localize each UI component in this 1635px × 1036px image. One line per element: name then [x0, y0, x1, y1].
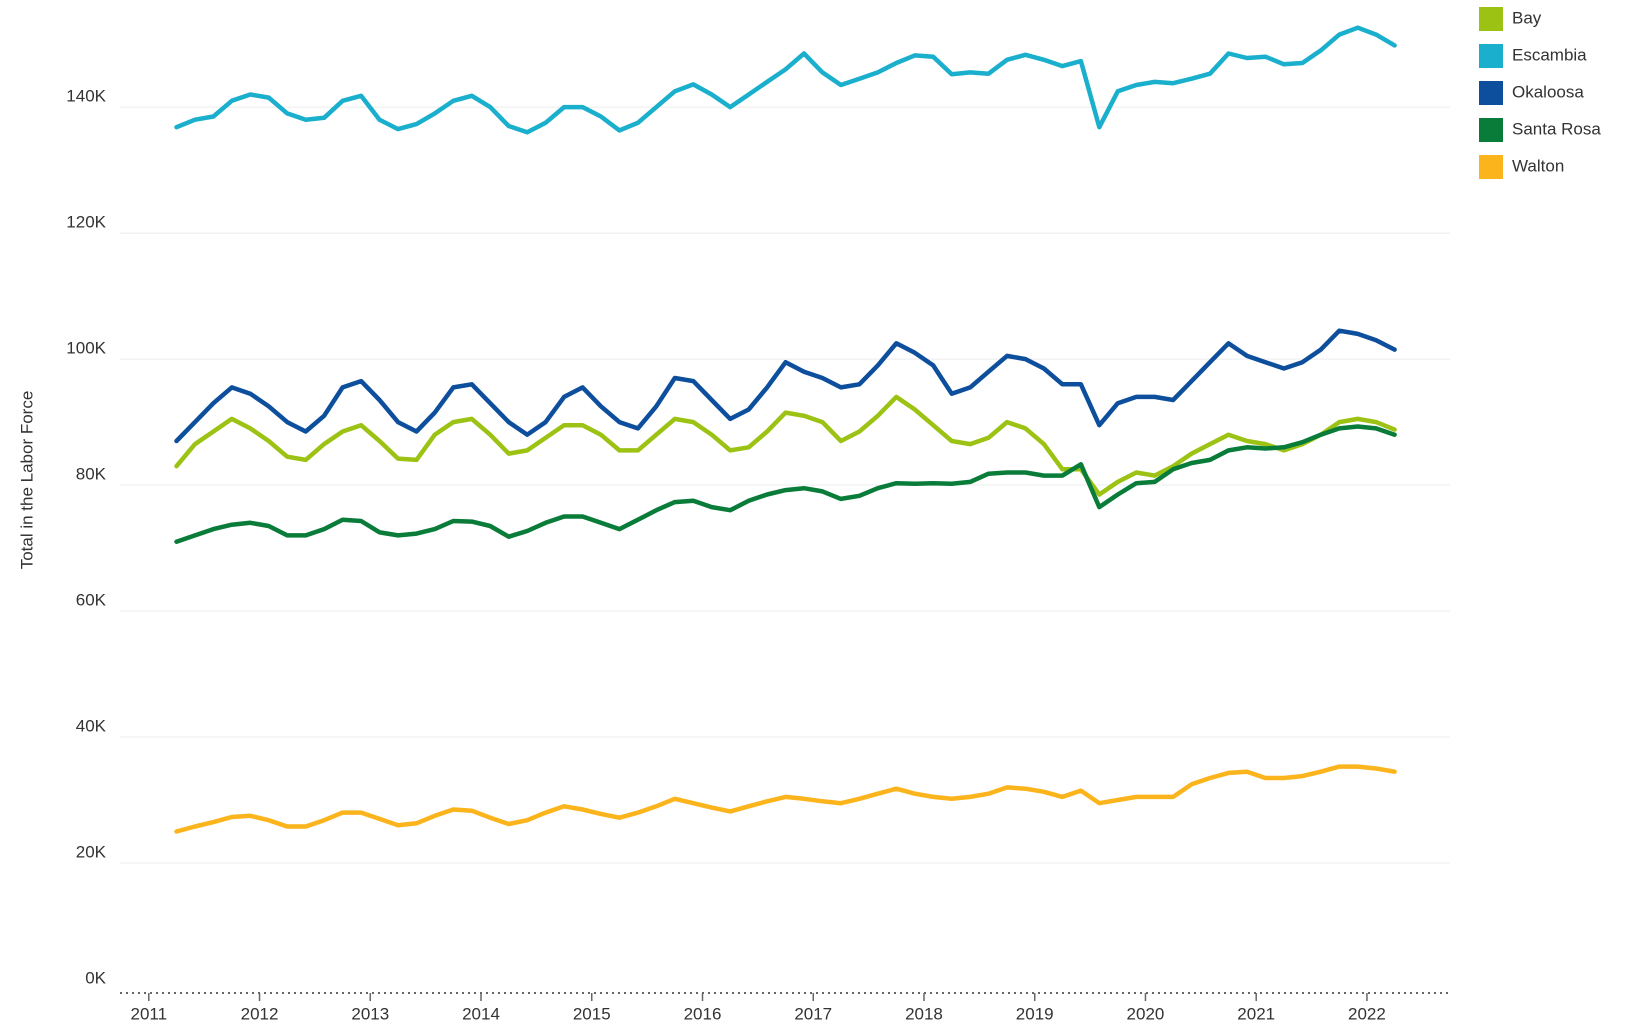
series-line: [174, 25, 1397, 135]
series-line: [174, 394, 1397, 497]
y-tick-label: 0K: [85, 968, 106, 987]
x-tick-label: 2020: [1127, 1004, 1165, 1023]
y-tick-label: 20K: [76, 842, 107, 861]
x-tick-label: 2018: [905, 1004, 943, 1023]
y-tick-label: 140K: [66, 87, 106, 106]
x-tick-label: 2012: [241, 1004, 279, 1023]
x-tick-label: 2022: [1348, 1004, 1386, 1023]
series-line: [174, 764, 1397, 834]
y-tick-label: 80K: [76, 465, 107, 484]
y-tick-label: 60K: [76, 591, 107, 610]
legend-label: Walton: [1512, 156, 1564, 175]
x-tick-label: 2011: [131, 1004, 168, 1023]
x-tick-label: 2021: [1237, 1004, 1275, 1023]
legend-label: Escambia: [1512, 45, 1587, 64]
x-tick-label: 2019: [1016, 1004, 1054, 1023]
legend-swatch: [1479, 81, 1503, 105]
series-line: [174, 424, 1397, 544]
legend-label: Okaloosa: [1512, 82, 1584, 101]
y-tick-label: 100K: [66, 339, 106, 358]
legend-swatch: [1479, 155, 1503, 179]
legend-swatch: [1479, 118, 1503, 142]
y-axis-title: Total in the Labor Force: [17, 391, 36, 570]
x-tick-label: 2013: [351, 1004, 389, 1023]
legend-label: Bay: [1512, 8, 1542, 27]
y-tick-label: 120K: [66, 213, 106, 232]
legend-swatch: [1479, 7, 1503, 31]
series-line: [174, 328, 1397, 444]
y-tick-label: 40K: [76, 717, 107, 736]
x-tick-label: 2016: [684, 1004, 722, 1023]
x-tick-label: 2014: [462, 1004, 500, 1023]
legend-swatch: [1479, 44, 1503, 68]
legend-label: Santa Rosa: [1512, 119, 1601, 138]
x-tick-label: 2015: [573, 1004, 611, 1023]
x-tick-label: 2017: [794, 1004, 832, 1023]
